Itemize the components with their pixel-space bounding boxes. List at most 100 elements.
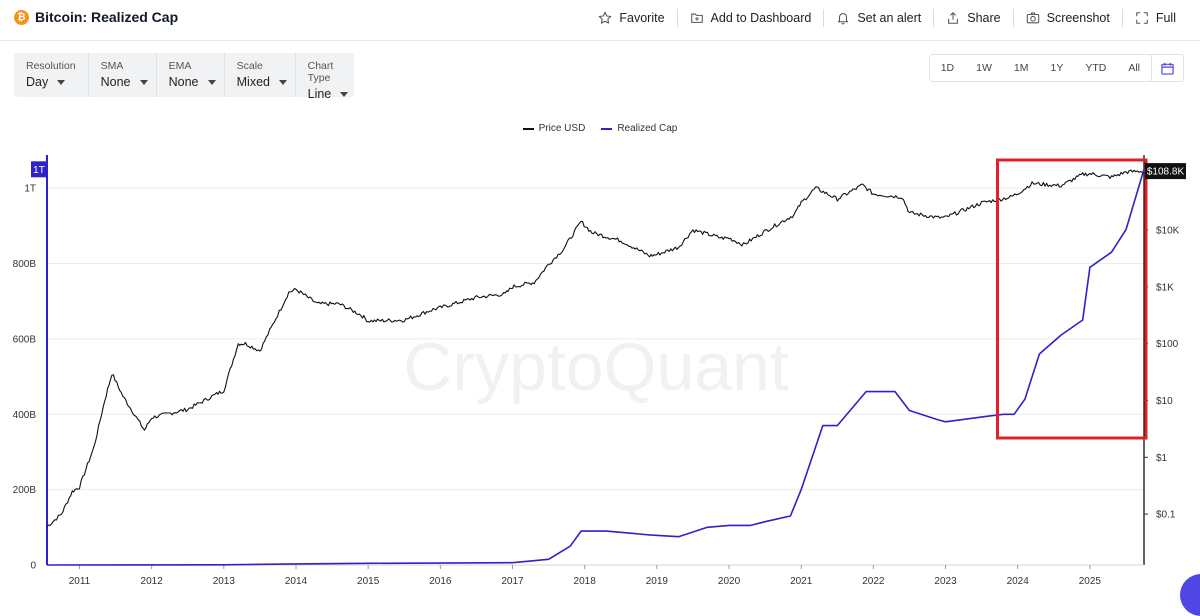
right-axis-current-badge: [1145, 163, 1186, 180]
fullscreen-button[interactable]: Full: [1123, 11, 1188, 25]
camera-icon: [1026, 12, 1039, 24]
calendar-button[interactable]: [1151, 55, 1183, 81]
chart-type-select[interactable]: Chart Type Line: [296, 53, 361, 101]
price-usd-line: [46, 169, 1145, 528]
x-axis-tick-label: 2024: [1007, 576, 1030, 587]
ema-value: None: [168, 75, 199, 89]
x-axis-tick-label: 2017: [501, 576, 524, 587]
share-button[interactable]: Share: [934, 11, 1012, 25]
bitcoin-icon: ₿: [14, 9, 29, 25]
x-axis-tick-label: 2019: [646, 576, 669, 587]
chevron-down-icon: [207, 79, 216, 85]
left-axis-tick-label: 800B: [13, 259, 37, 270]
fullscreen-icon: [1136, 12, 1148, 24]
x-axis-tick-label: 2011: [69, 576, 91, 587]
legend-label-realized-cap: Realized Cap: [617, 123, 678, 134]
chevron-down-icon: [57, 79, 66, 85]
right-axis-tick-label: $100: [1156, 339, 1179, 350]
scale-select[interactable]: Scale Mixed: [225, 53, 296, 97]
sma-label: SMA: [100, 60, 124, 72]
page-title: Bitcoin: Realized Cap: [35, 9, 179, 25]
right-axis-tick-label: $1K: [1156, 282, 1174, 293]
divider: [1121, 9, 1123, 27]
x-axis-tick-label: 2021: [790, 576, 813, 587]
time-range-selector: 1D 1W 1M 1Y YTD All: [928, 54, 1184, 82]
scale-value: Mixed: [236, 75, 270, 89]
ema-label: EMA: [168, 60, 192, 72]
chevron-down-icon: [139, 79, 148, 85]
right-axis-current-label: $108.8K: [1147, 167, 1185, 178]
x-axis-tick-label: 2022: [862, 576, 885, 587]
x-axis-tick-label: 2020: [718, 576, 741, 587]
calendar-icon: [1161, 62, 1174, 75]
legend-item-realized-cap[interactable]: Realized Cap: [601, 123, 677, 134]
favorite-button[interactable]: Favorite: [586, 11, 676, 25]
range-1m-button[interactable]: 1M: [1013, 62, 1029, 74]
header-divider: [0, 40, 1200, 41]
x-axis-tick-label: 2013: [213, 576, 236, 587]
left-axis-tick-label: 200B: [13, 485, 37, 496]
x-axis-tick-label: 2012: [141, 576, 164, 587]
left-axis-tick-label: 400B: [13, 410, 37, 421]
divider: [676, 9, 678, 27]
chart-type-value: Line: [307, 87, 332, 101]
realized-cap-line: [46, 169, 1145, 566]
legend-label-price: Price USD: [538, 123, 586, 134]
x-axis-tick-label: 2023: [934, 576, 957, 587]
bell-icon: [838, 13, 849, 25]
dashboard-plus-icon: [690, 13, 703, 23]
share-icon: [948, 12, 959, 24]
chart-title-group: ₿ Bitcoin: Realized Cap: [14, 9, 178, 25]
screenshot-button[interactable]: Screenshot: [1014, 11, 1122, 25]
range-1w-button[interactable]: 1W: [976, 62, 992, 74]
set-alert-button[interactable]: Set an alert: [824, 11, 933, 25]
divider: [823, 9, 825, 27]
chart-controls: Resolution Day SMA None EMA None Scale M…: [14, 53, 354, 101]
left-axis-tick-label: 1T: [24, 184, 36, 195]
sma-value: None: [100, 75, 131, 89]
x-axis-tick-label: 2014: [285, 576, 308, 587]
divider: [933, 9, 935, 27]
share-label: Share: [967, 11, 1001, 25]
highlight-box: [995, 158, 1148, 440]
screenshot-label: Screenshot: [1046, 11, 1110, 25]
resolution-label: Resolution: [26, 60, 76, 72]
legend-swatch-realized-cap: [601, 127, 613, 130]
divider: [1012, 9, 1014, 27]
range-1d-button[interactable]: 1D: [940, 62, 955, 74]
range-ytd-button[interactable]: YTD: [1085, 62, 1107, 74]
legend-swatch-price: [522, 127, 534, 130]
realized-cap-chart[interactable]: CryptoQuant 2011 2012 2013 2014 2015 2016 2017…: [0, 0, 1200, 594]
range-1y-button[interactable]: 1Y: [1050, 62, 1064, 74]
left-axis-current-label: 1T: [33, 165, 45, 176]
x-axis-tick-label: 2016: [429, 576, 452, 587]
x-axis-tick-label: 2015: [357, 576, 380, 587]
resolution-value: Day: [26, 75, 49, 89]
left-axis-tick-label: 600B: [13, 334, 37, 345]
watermark: CryptoQuant: [403, 329, 789, 405]
range-all-button[interactable]: All: [1128, 62, 1140, 74]
resolution-select[interactable]: Resolution Day: [14, 53, 89, 97]
add-to-dashboard-label: Add to Dashboard: [710, 11, 812, 25]
x-axis-tick-label: 2018: [574, 576, 597, 587]
set-alert-label: Set an alert: [857, 11, 922, 25]
left-axis-tick-label: 0: [30, 561, 36, 572]
sma-select[interactable]: SMA None: [89, 53, 157, 97]
header-actions: Favorite Add to Dashboard Set an alert S…: [586, 9, 1188, 27]
legend-item-price[interactable]: Price USD: [522, 123, 586, 134]
scale-label: Scale: [236, 60, 263, 72]
x-axis-tick-label: 2025: [1079, 576, 1102, 587]
right-axis-tick-label: $0.1: [1156, 510, 1176, 521]
left-axis-current-badge: [31, 161, 47, 178]
chevron-down-icon: [340, 91, 349, 97]
right-axis-tick-label: $1: [1156, 453, 1168, 464]
fullscreen-label: Full: [1155, 11, 1176, 25]
star-icon: [599, 11, 612, 24]
favorite-label: Favorite: [619, 11, 665, 25]
ema-select[interactable]: EMA None: [157, 53, 225, 97]
right-axis-tick-label: $10: [1156, 396, 1173, 407]
add-to-dashboard-button[interactable]: Add to Dashboard: [678, 11, 824, 25]
right-axis-tick-label: $10K: [1156, 225, 1180, 236]
chevron-down-icon: [278, 79, 287, 85]
chart-type-label: Chart Type: [307, 60, 334, 84]
